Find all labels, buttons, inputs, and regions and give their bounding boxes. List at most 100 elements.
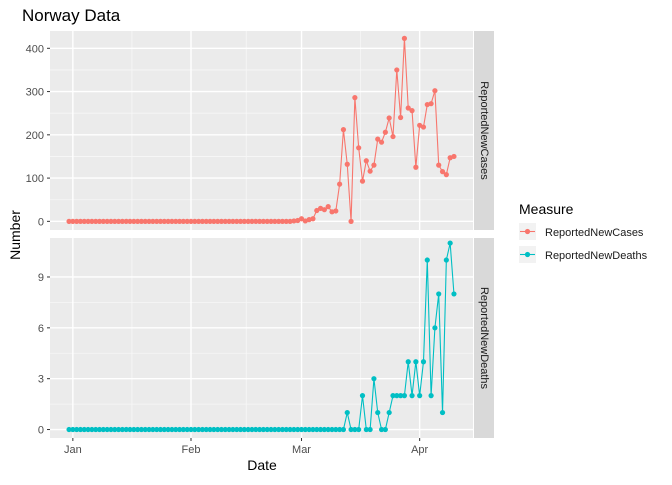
legend-label: ReportedNewDeaths — [545, 250, 648, 262]
data-point — [436, 291, 442, 297]
x-axis: Jan Feb Mar Apr — [64, 438, 429, 456]
data-point — [199, 218, 206, 224]
data-point — [276, 426, 282, 433]
data-point — [192, 426, 198, 433]
legend-item-ReportedNewCases: ReportedNewCases — [519, 223, 644, 240]
data-point — [150, 426, 156, 433]
data-point — [127, 218, 133, 224]
x-tick-label: Apr — [411, 444, 428, 456]
data-point — [276, 218, 282, 224]
data-point — [230, 426, 236, 433]
data-point — [123, 218, 129, 224]
data-point — [89, 218, 95, 224]
data-point — [352, 426, 358, 433]
data-point — [218, 426, 225, 433]
data-point — [180, 218, 186, 224]
data-point — [104, 426, 110, 433]
data-point — [363, 158, 369, 164]
data-point — [428, 101, 434, 107]
x-tick-label: Feb — [182, 444, 201, 456]
data-point — [173, 426, 179, 433]
data-point — [432, 325, 438, 331]
data-point — [249, 218, 255, 224]
data-point — [317, 426, 324, 433]
data-point — [96, 218, 103, 224]
data-point — [390, 393, 396, 399]
data-point — [386, 409, 392, 416]
data-point — [382, 129, 388, 135]
legend: Measure ReportedNewCases ReportedNewDeath… — [519, 201, 648, 263]
data-point — [138, 218, 145, 224]
data-point — [283, 426, 289, 433]
y-tick-label: 0 — [38, 216, 44, 228]
data-point — [184, 218, 190, 224]
data-point — [314, 207, 320, 214]
data-point — [115, 218, 122, 224]
data-point — [447, 240, 453, 246]
data-point — [176, 218, 183, 224]
data-point — [417, 393, 423, 399]
data-point — [123, 426, 129, 433]
data-point — [310, 216, 316, 222]
legend-item-ReportedNewDeaths: ReportedNewDeaths — [519, 246, 648, 263]
legend-title: Measure — [519, 201, 574, 217]
data-point — [405, 105, 411, 111]
data-point — [375, 409, 381, 416]
data-point — [268, 426, 274, 433]
data-point — [131, 426, 137, 433]
data-point — [371, 376, 377, 382]
data-point — [298, 426, 305, 433]
data-point — [108, 218, 114, 224]
data-point — [253, 218, 259, 224]
x-tick-label: Jan — [64, 444, 82, 456]
data-point — [371, 162, 377, 168]
data-point — [211, 218, 217, 224]
panel-background — [50, 238, 473, 438]
data-point — [306, 426, 312, 433]
data-point — [363, 426, 369, 433]
facet-strip — [474, 238, 494, 438]
data-point — [260, 218, 267, 224]
data-point — [180, 426, 186, 433]
y-tick-label: 200 — [26, 130, 44, 142]
data-point — [85, 426, 91, 433]
data-point — [352, 95, 358, 101]
data-point — [348, 426, 354, 433]
data-point — [237, 218, 244, 224]
data-point — [420, 359, 427, 365]
data-point — [337, 181, 343, 187]
data-point — [142, 426, 148, 433]
data-point — [199, 426, 206, 433]
data-point — [443, 257, 449, 263]
data-point — [176, 426, 183, 433]
data-point — [291, 218, 297, 224]
data-point — [169, 218, 175, 224]
data-point — [237, 426, 244, 433]
data-point — [279, 218, 286, 224]
data-point — [264, 218, 270, 224]
data-point — [245, 218, 251, 224]
data-point — [165, 426, 171, 433]
data-point — [428, 393, 434, 399]
data-point — [283, 218, 289, 224]
data-point — [394, 393, 400, 399]
data-point — [401, 393, 408, 399]
data-point — [100, 218, 106, 224]
data-point — [119, 426, 125, 433]
facet-strip-label: ReportedNewDeaths — [478, 287, 490, 390]
data-point — [337, 426, 343, 433]
data-point — [215, 218, 221, 224]
data-point — [378, 139, 385, 145]
data-point — [157, 426, 164, 433]
data-point — [398, 114, 404, 121]
data-point — [359, 393, 366, 399]
data-point — [146, 218, 152, 224]
data-point — [298, 216, 305, 222]
data-point — [104, 218, 110, 224]
data-point — [279, 426, 286, 433]
data-point — [161, 218, 167, 224]
data-point — [226, 426, 232, 433]
data-point — [260, 426, 267, 433]
data-point — [115, 426, 122, 433]
facet-strip — [474, 31, 494, 230]
